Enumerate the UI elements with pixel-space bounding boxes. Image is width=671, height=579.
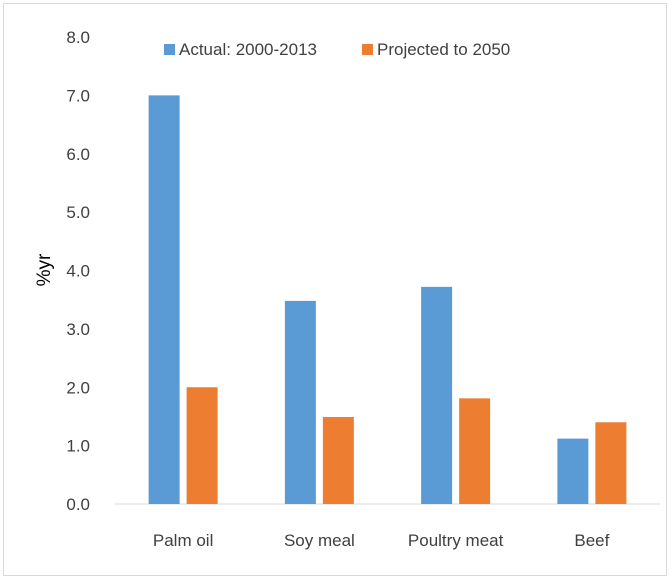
bars: [148, 95, 627, 504]
x-tick-label: Soy meal: [284, 531, 355, 550]
y-tick-label: 5.0: [66, 203, 90, 222]
bar-actual: [148, 95, 180, 504]
y-axis: %yr 0.0 1.0 2.0 3.0 4.0 5.0 6.0 7.0 8.0: [34, 28, 90, 514]
legend-label: Actual: 2000-2013: [179, 40, 317, 59]
x-tick-label: Beef: [574, 531, 609, 550]
y-axis-title: %yr: [34, 253, 55, 286]
x-tick-labels: Palm oil Soy meal Poultry meat Beef: [153, 531, 610, 550]
x-tick-label: Palm oil: [153, 531, 213, 550]
legend-swatch: [164, 44, 175, 55]
y-tick-label: 2.0: [66, 378, 90, 397]
y-tick-labels: 0.0 1.0 2.0 3.0 4.0 5.0 6.0 7.0 8.0: [66, 28, 90, 514]
legend-swatch: [362, 44, 373, 55]
y-tick-label: 8.0: [66, 28, 90, 47]
y-tick-label: 6.0: [66, 145, 90, 164]
bar-projected: [186, 387, 218, 504]
bar-projected: [595, 422, 627, 504]
x-tick-label: Poultry meat: [408, 531, 504, 550]
legend: Actual: 2000-2013 Projected to 2050: [164, 40, 510, 59]
bar-actual: [284, 300, 316, 504]
legend-label: Projected to 2050: [377, 40, 510, 59]
y-tick-label: 7.0: [66, 86, 90, 105]
bar-projected: [322, 417, 354, 504]
bar-projected: [459, 398, 491, 504]
y-tick-label: 0.0: [66, 495, 90, 514]
y-tick-label: 4.0: [66, 262, 90, 281]
bar-actual: [421, 286, 453, 504]
y-tick-label: 1.0: [66, 437, 90, 456]
y-tick-label: 3.0: [66, 320, 90, 339]
bar-actual: [557, 438, 589, 504]
